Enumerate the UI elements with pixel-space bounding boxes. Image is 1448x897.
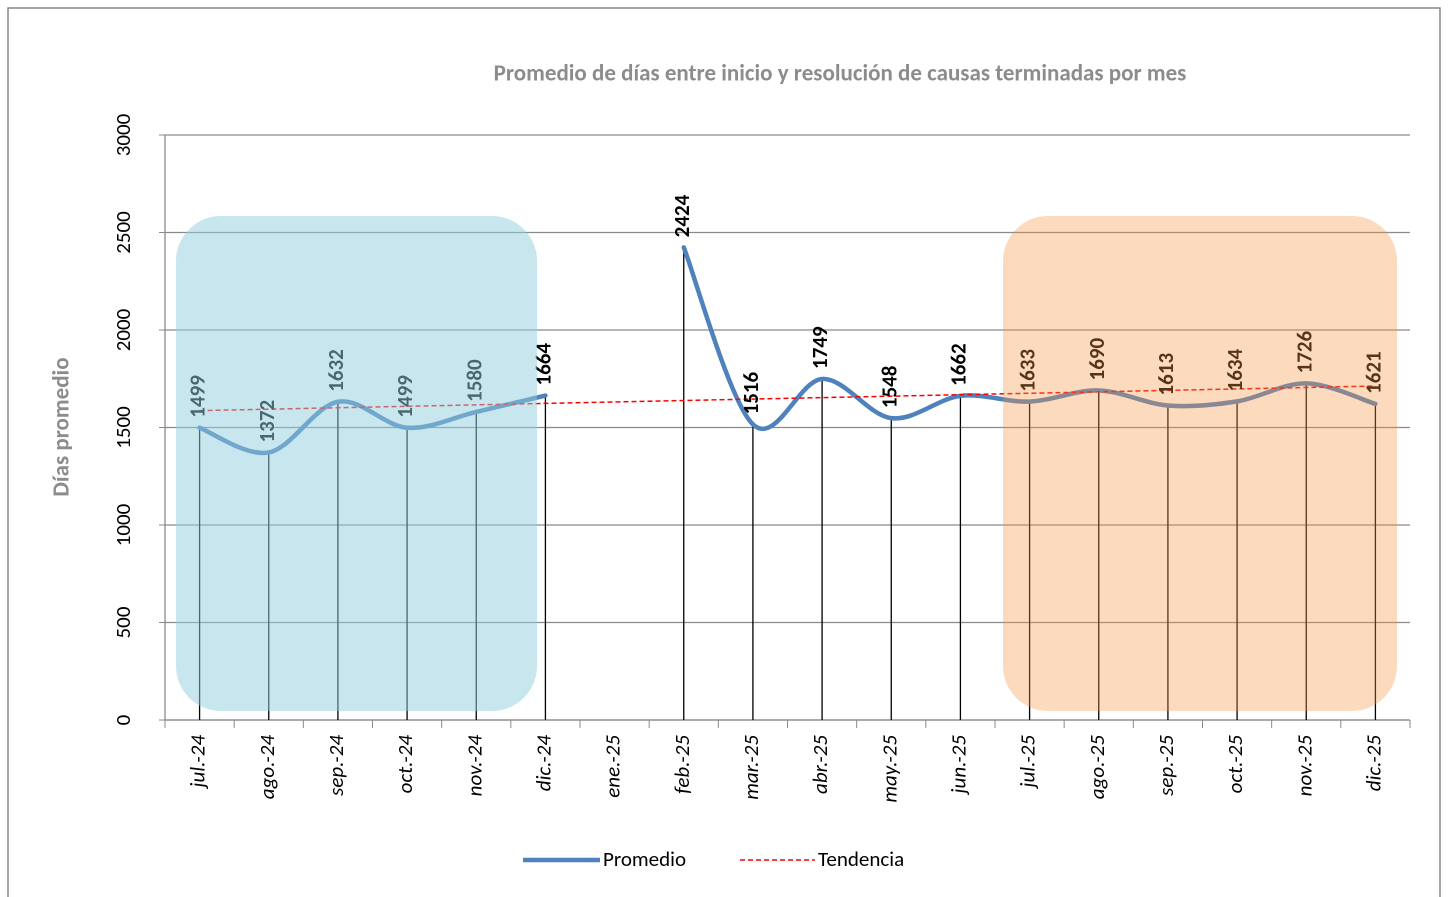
x-tick-label: sep.-25 xyxy=(1153,735,1179,796)
y-tick-label: 1000 xyxy=(110,503,136,546)
y-tick-label: 1500 xyxy=(110,406,136,449)
data-label: 1726 xyxy=(1291,330,1317,373)
y-tick-label: 2000 xyxy=(110,308,136,351)
x-tick-label: oct.-25 xyxy=(1222,735,1248,794)
y-tick-label: 0 xyxy=(110,714,136,725)
data-label: 1633 xyxy=(1015,349,1041,392)
data-label: 1749 xyxy=(807,326,833,369)
legend-label: Tendencia xyxy=(818,846,904,872)
data-label: 1613 xyxy=(1153,353,1179,396)
highlight-box xyxy=(1003,216,1397,711)
y-axis-label: Días promedio xyxy=(48,357,76,496)
y-tick-label: 2500 xyxy=(110,211,136,254)
data-label: 1690 xyxy=(1084,338,1110,381)
data-label: 1662 xyxy=(946,343,972,386)
x-tick-label: dic.-25 xyxy=(1360,735,1386,792)
data-label: 1621 xyxy=(1361,351,1387,394)
chart-title: Promedio de días entre inicio y resoluci… xyxy=(494,60,1187,88)
x-tick-label: dic.-24 xyxy=(530,735,556,792)
x-tick-label: jun.-25 xyxy=(945,735,971,796)
x-tick-label: nov.-24 xyxy=(461,735,487,797)
x-tick-label: oct.-24 xyxy=(392,735,418,794)
x-tick-label: mar.-25 xyxy=(738,735,764,800)
x-tick-label: may.-25 xyxy=(876,735,902,803)
highlight-box xyxy=(176,216,537,711)
data-label: 1548 xyxy=(876,365,902,408)
series-line xyxy=(681,245,1378,431)
x-tick-label: abr.-25 xyxy=(807,735,833,794)
y-tick-label: 3000 xyxy=(110,113,136,156)
legend-label: Promedio xyxy=(603,846,686,872)
legend: Promedio Tendencia xyxy=(523,846,904,872)
y-tick-label: 500 xyxy=(110,606,136,638)
x-tick-label: sep.-24 xyxy=(323,735,349,796)
x-tick-label: jul.-25 xyxy=(1015,735,1041,790)
x-tick-label: ago.-24 xyxy=(254,735,280,800)
x-tick-label: ago.-25 xyxy=(1084,735,1110,800)
data-label: 1516 xyxy=(738,371,764,414)
x-tick-label: ene.-25 xyxy=(600,735,626,798)
x-tick-label: nov.-25 xyxy=(1291,735,1317,797)
data-label: 1634 xyxy=(1222,348,1248,391)
grid: 0 500 1000 1500 2000 2500 3000 jul.-24 ago.-24 se… xyxy=(110,113,1411,803)
x-tick-label: feb.-25 xyxy=(669,735,695,794)
x-tick-label: jul.-24 xyxy=(185,735,211,790)
data-label: 2424 xyxy=(669,194,695,237)
